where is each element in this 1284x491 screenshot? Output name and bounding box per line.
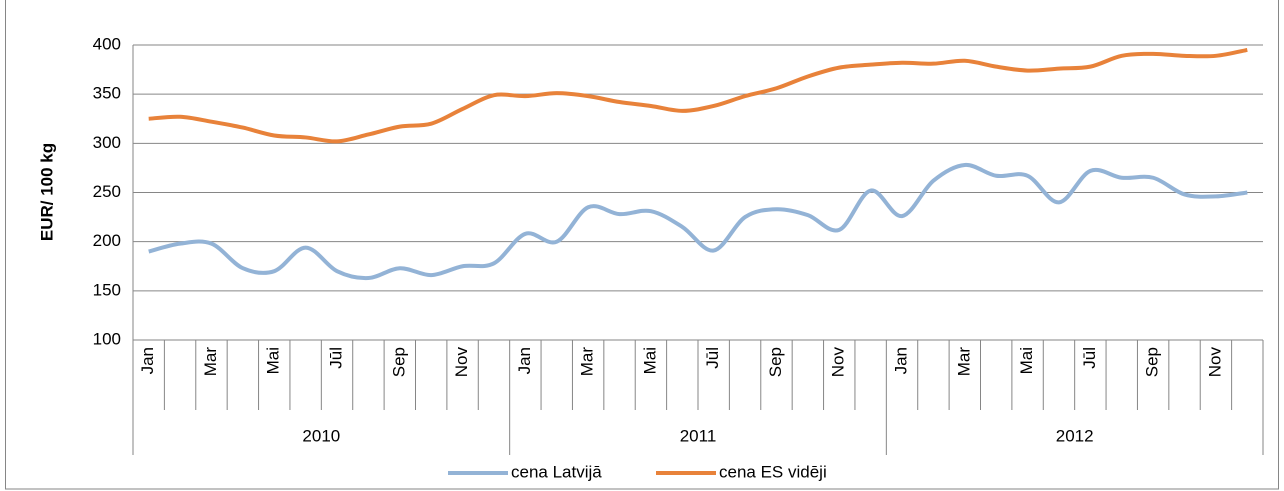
chart-border: [5, 0, 1279, 490]
x-group-label: 2010: [302, 426, 340, 445]
x-tick-label: Nov: [452, 347, 471, 378]
x-tick-label: Mar: [954, 347, 973, 377]
x-tick-label: Sep: [766, 347, 785, 377]
x-tick-label: Mai: [264, 347, 283, 374]
x-tick-label: Sep: [1143, 347, 1162, 377]
y-tick-label: 100: [93, 329, 121, 348]
x-tick-label: Mar: [201, 347, 220, 377]
x-tick-label: Jūl: [327, 347, 346, 369]
y-tick-label: 200: [93, 231, 121, 250]
x-tick-label: Jan: [892, 347, 911, 374]
y-tick-label: 350: [93, 84, 121, 103]
x-tick-label: Sep: [389, 347, 408, 377]
x-group-label: 2011: [680, 426, 717, 445]
x-tick-label: Jūl: [703, 347, 722, 369]
y-tick-label: 400: [93, 34, 121, 53]
x-tick-label: Jūl: [1080, 347, 1099, 369]
x-tick-label: Nov: [1205, 347, 1224, 378]
y-tick-label: 150: [93, 280, 121, 299]
x-tick-label: Mai: [1017, 347, 1036, 374]
legend-label: cena Latvijā: [511, 462, 602, 481]
x-tick-label: Jan: [138, 347, 157, 374]
y-axis-label: EUR/ 100 kg: [37, 143, 56, 241]
x-tick-label: Jan: [515, 347, 534, 374]
x-tick-label: Mai: [640, 347, 659, 374]
series-line: [148, 47, 1248, 144]
series-line: [148, 162, 1248, 281]
x-tick-label: Nov: [829, 347, 848, 378]
y-tick-label: 300: [93, 133, 121, 152]
y-tick-label: 250: [93, 182, 121, 201]
legend-label: cena ES vidēji: [719, 462, 827, 481]
x-tick-label: Mar: [578, 347, 597, 377]
x-group-label: 2012: [1056, 426, 1094, 445]
